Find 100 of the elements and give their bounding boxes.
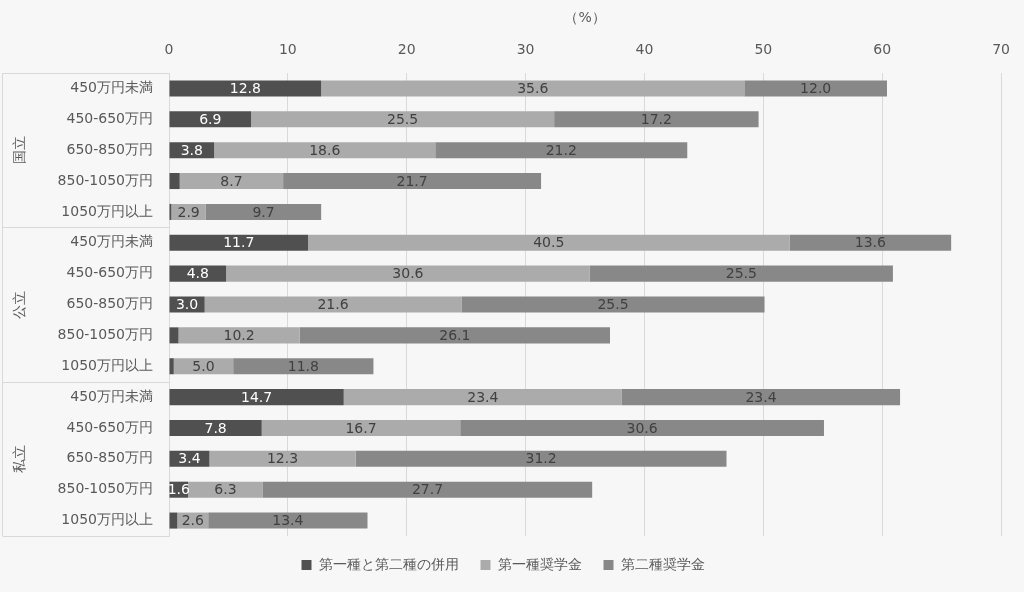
y-tick-label: 450-650万円: [66, 418, 153, 435]
bar: [205, 203, 322, 220]
bar: [169, 80, 322, 97]
data-label: 16.7: [345, 419, 377, 436]
y-tick-label: 650-850万円: [66, 140, 153, 157]
data-label: 31.2: [525, 450, 557, 467]
y-tick-label: 850-1050万円: [57, 480, 153, 497]
y-tick-label: 450-650万円: [66, 264, 153, 281]
bar: [262, 481, 593, 498]
data-label: 12.3: [266, 450, 299, 467]
bar: [179, 173, 284, 190]
bar: [169, 389, 344, 406]
legend-label: 第一種と第二種の併用: [318, 555, 459, 572]
data-label: 10.2: [223, 327, 255, 344]
data-label: 18.6: [309, 141, 341, 158]
data-label: 6.9: [199, 110, 222, 127]
data-label: 11.8: [287, 357, 319, 374]
bar: [355, 450, 727, 467]
data-label: 30.6: [626, 419, 658, 436]
data-label: 23.4: [467, 388, 499, 405]
y-tick-label: 450万円未満: [70, 79, 153, 96]
x-tick-label: 10: [278, 41, 297, 58]
data-label: 25.5: [597, 296, 629, 313]
data-label: 3.8: [180, 141, 203, 158]
x-tick-label: 0: [164, 41, 174, 58]
data-label: 27.7: [411, 481, 444, 498]
bar: [744, 80, 887, 97]
data-label: 23.4: [745, 388, 777, 405]
data-label: 5.0: [192, 357, 215, 374]
bar: [261, 419, 461, 436]
data-label: 13.4: [272, 512, 304, 529]
data-label: 1.6: [167, 481, 190, 498]
bar: [343, 389, 622, 406]
bar: [460, 419, 824, 436]
bar: [169, 358, 174, 375]
data-label: 12.8: [229, 80, 261, 97]
y-tick-label: 1050万円以上: [61, 511, 153, 528]
data-label: 35.6: [517, 80, 549, 97]
bar: [283, 173, 542, 190]
bar: [233, 358, 374, 375]
x-tick-label: 70: [992, 41, 1011, 58]
x-tick-label: 50: [754, 41, 773, 58]
data-label: 17.2: [640, 110, 672, 127]
bar: [188, 481, 263, 498]
y-tick-label: 1050万円以上: [61, 356, 153, 373]
data-label: 2.6: [181, 512, 204, 529]
bar: [251, 111, 555, 128]
data-label: 21.7: [396, 172, 428, 189]
data-label: 7.8: [204, 419, 227, 436]
text: 私立: [10, 444, 27, 473]
x-tick-label: 20: [397, 41, 416, 58]
y-tick-label: 1050万円以上: [61, 202, 153, 219]
text: 国立: [10, 136, 27, 165]
data-label: 13.6: [854, 234, 887, 251]
data-label: 40.5: [533, 234, 565, 251]
data-label: 12.0: [800, 80, 832, 97]
data-label: 9.7: [252, 203, 275, 220]
x-tick-label: 40: [635, 41, 654, 58]
x-axis-title: （%）: [564, 9, 606, 26]
legend-label: 第一種奨学金: [497, 555, 582, 572]
bar: [169, 327, 179, 344]
y-tick-label: 450万円未満: [70, 387, 153, 404]
bar: [435, 142, 688, 159]
bar: [308, 234, 790, 251]
data-label: 3.4: [178, 450, 201, 467]
x-tick-label: 30: [516, 41, 535, 58]
data-label: 25.5: [725, 265, 757, 282]
bar: [299, 327, 611, 344]
data-label: 25.5: [386, 110, 419, 127]
data-label: 3.0: [175, 296, 199, 313]
y-tick-label: 450-650万円: [66, 109, 153, 126]
y-tick-label: 450万円未満: [70, 233, 153, 250]
bar: [169, 419, 262, 436]
y-tick-label: 650-850万円: [66, 295, 153, 312]
data-label: 6.3: [214, 481, 237, 498]
data-label: 30.6: [392, 265, 424, 282]
data-label: 11.7: [223, 234, 255, 251]
data-label: 8.7: [220, 172, 243, 189]
y-tick-label: 650-850万円: [66, 449, 153, 466]
data-label: 26.1: [439, 327, 471, 344]
bar: [226, 265, 590, 282]
bar: [208, 512, 368, 529]
bar: [204, 296, 462, 313]
y-tick-label: 850-1050万円: [57, 326, 153, 343]
data-label: 21.2: [545, 141, 577, 158]
bar: [169, 111, 252, 128]
bar: [589, 265, 893, 282]
data-label: 14.7: [241, 388, 273, 405]
bar: [209, 450, 356, 467]
bar: [214, 142, 436, 159]
data-label: 2.9: [177, 203, 200, 220]
bar: [169, 173, 180, 190]
bar: [461, 296, 765, 313]
bar: [321, 80, 745, 97]
bar: [178, 327, 300, 344]
data-label: 21.6: [317, 296, 349, 313]
bar: [554, 111, 759, 128]
data-label: 4.8: [186, 265, 209, 282]
y-tick-label: 850-1050万円: [57, 171, 153, 188]
bar: [169, 234, 309, 251]
